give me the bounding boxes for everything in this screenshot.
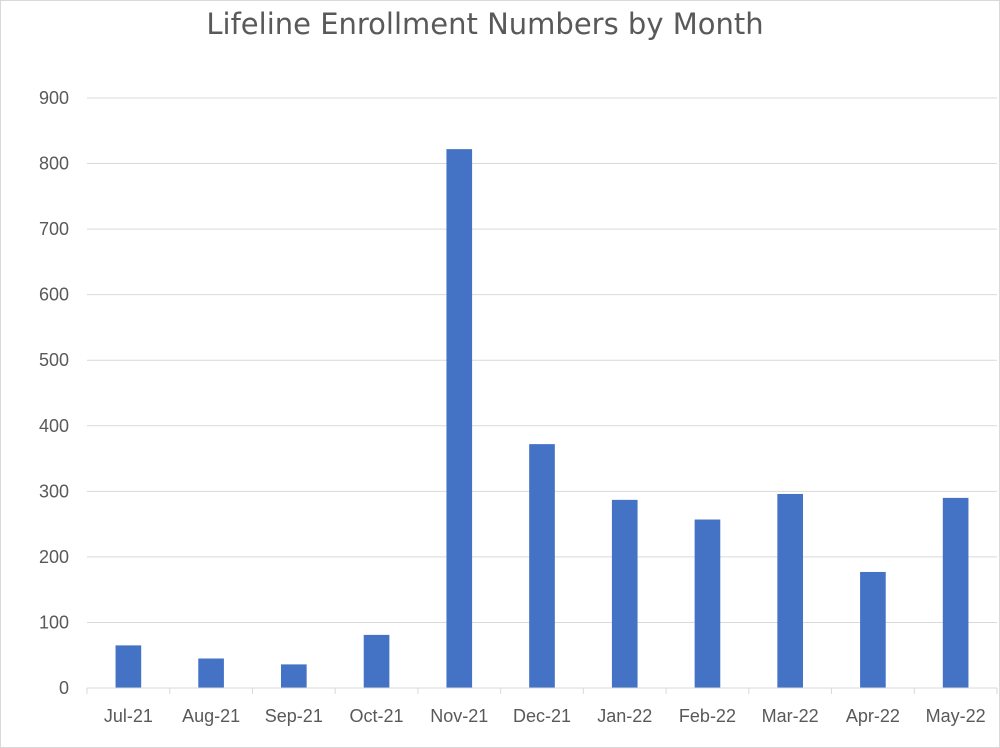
bar-Nov-21 [446,149,473,689]
x-tick-label-Feb-22: Feb-22 [679,706,736,726]
x-tick-label-Dec-21: Dec-21 [513,706,571,726]
x-tick-label-Mar-22: Mar-22 [762,706,819,726]
bar-Dec-21 [529,444,555,688]
bar-Jul-21 [115,645,142,688]
y-tick-label-800: 800 [39,154,69,174]
bar-Jan-22 [611,499,638,688]
y-tick-label-900: 900 [39,88,69,108]
y-tick-label-0: 0 [59,678,69,698]
x-tick-label-Jul-21: Jul-21 [104,706,153,726]
x-tick-label-Sep-21: Sep-21 [265,706,323,726]
y-tick-label-600: 600 [39,285,69,305]
x-tick-label-May-22: May-22 [926,706,986,726]
y-tick-label-300: 300 [39,481,69,501]
bar-Aug-21 [198,658,224,688]
bar-May-22 [942,497,969,688]
y-tick-label-200: 200 [39,547,69,567]
x-tick-label-Nov-21: Nov-21 [430,706,488,726]
bar-Oct-21 [363,634,390,688]
y-tick-label-400: 400 [39,416,69,436]
bar-Sep-21 [280,664,307,688]
bar-Feb-22 [694,519,721,688]
x-tick-label-Jan-22: Jan-22 [597,706,652,726]
y-tick-label-500: 500 [39,350,69,370]
bar-Mar-22 [777,493,804,688]
x-tick-label-Apr-22: Apr-22 [846,706,900,726]
y-tick-label-700: 700 [39,219,69,239]
bar-Apr-22 [860,571,886,688]
x-tick-label-Aug-21: Aug-21 [182,706,240,726]
bars [115,149,969,689]
x-tick-label-Oct-21: Oct-21 [350,706,404,726]
axes: 0 100 200 300 400 500 600 700 800 900 Jul-21 Aug-21… [39,88,998,726]
chart-title: Lifeline Enrollment Numbers by Month [206,7,764,41]
y-tick-label-100: 100 [39,612,69,632]
